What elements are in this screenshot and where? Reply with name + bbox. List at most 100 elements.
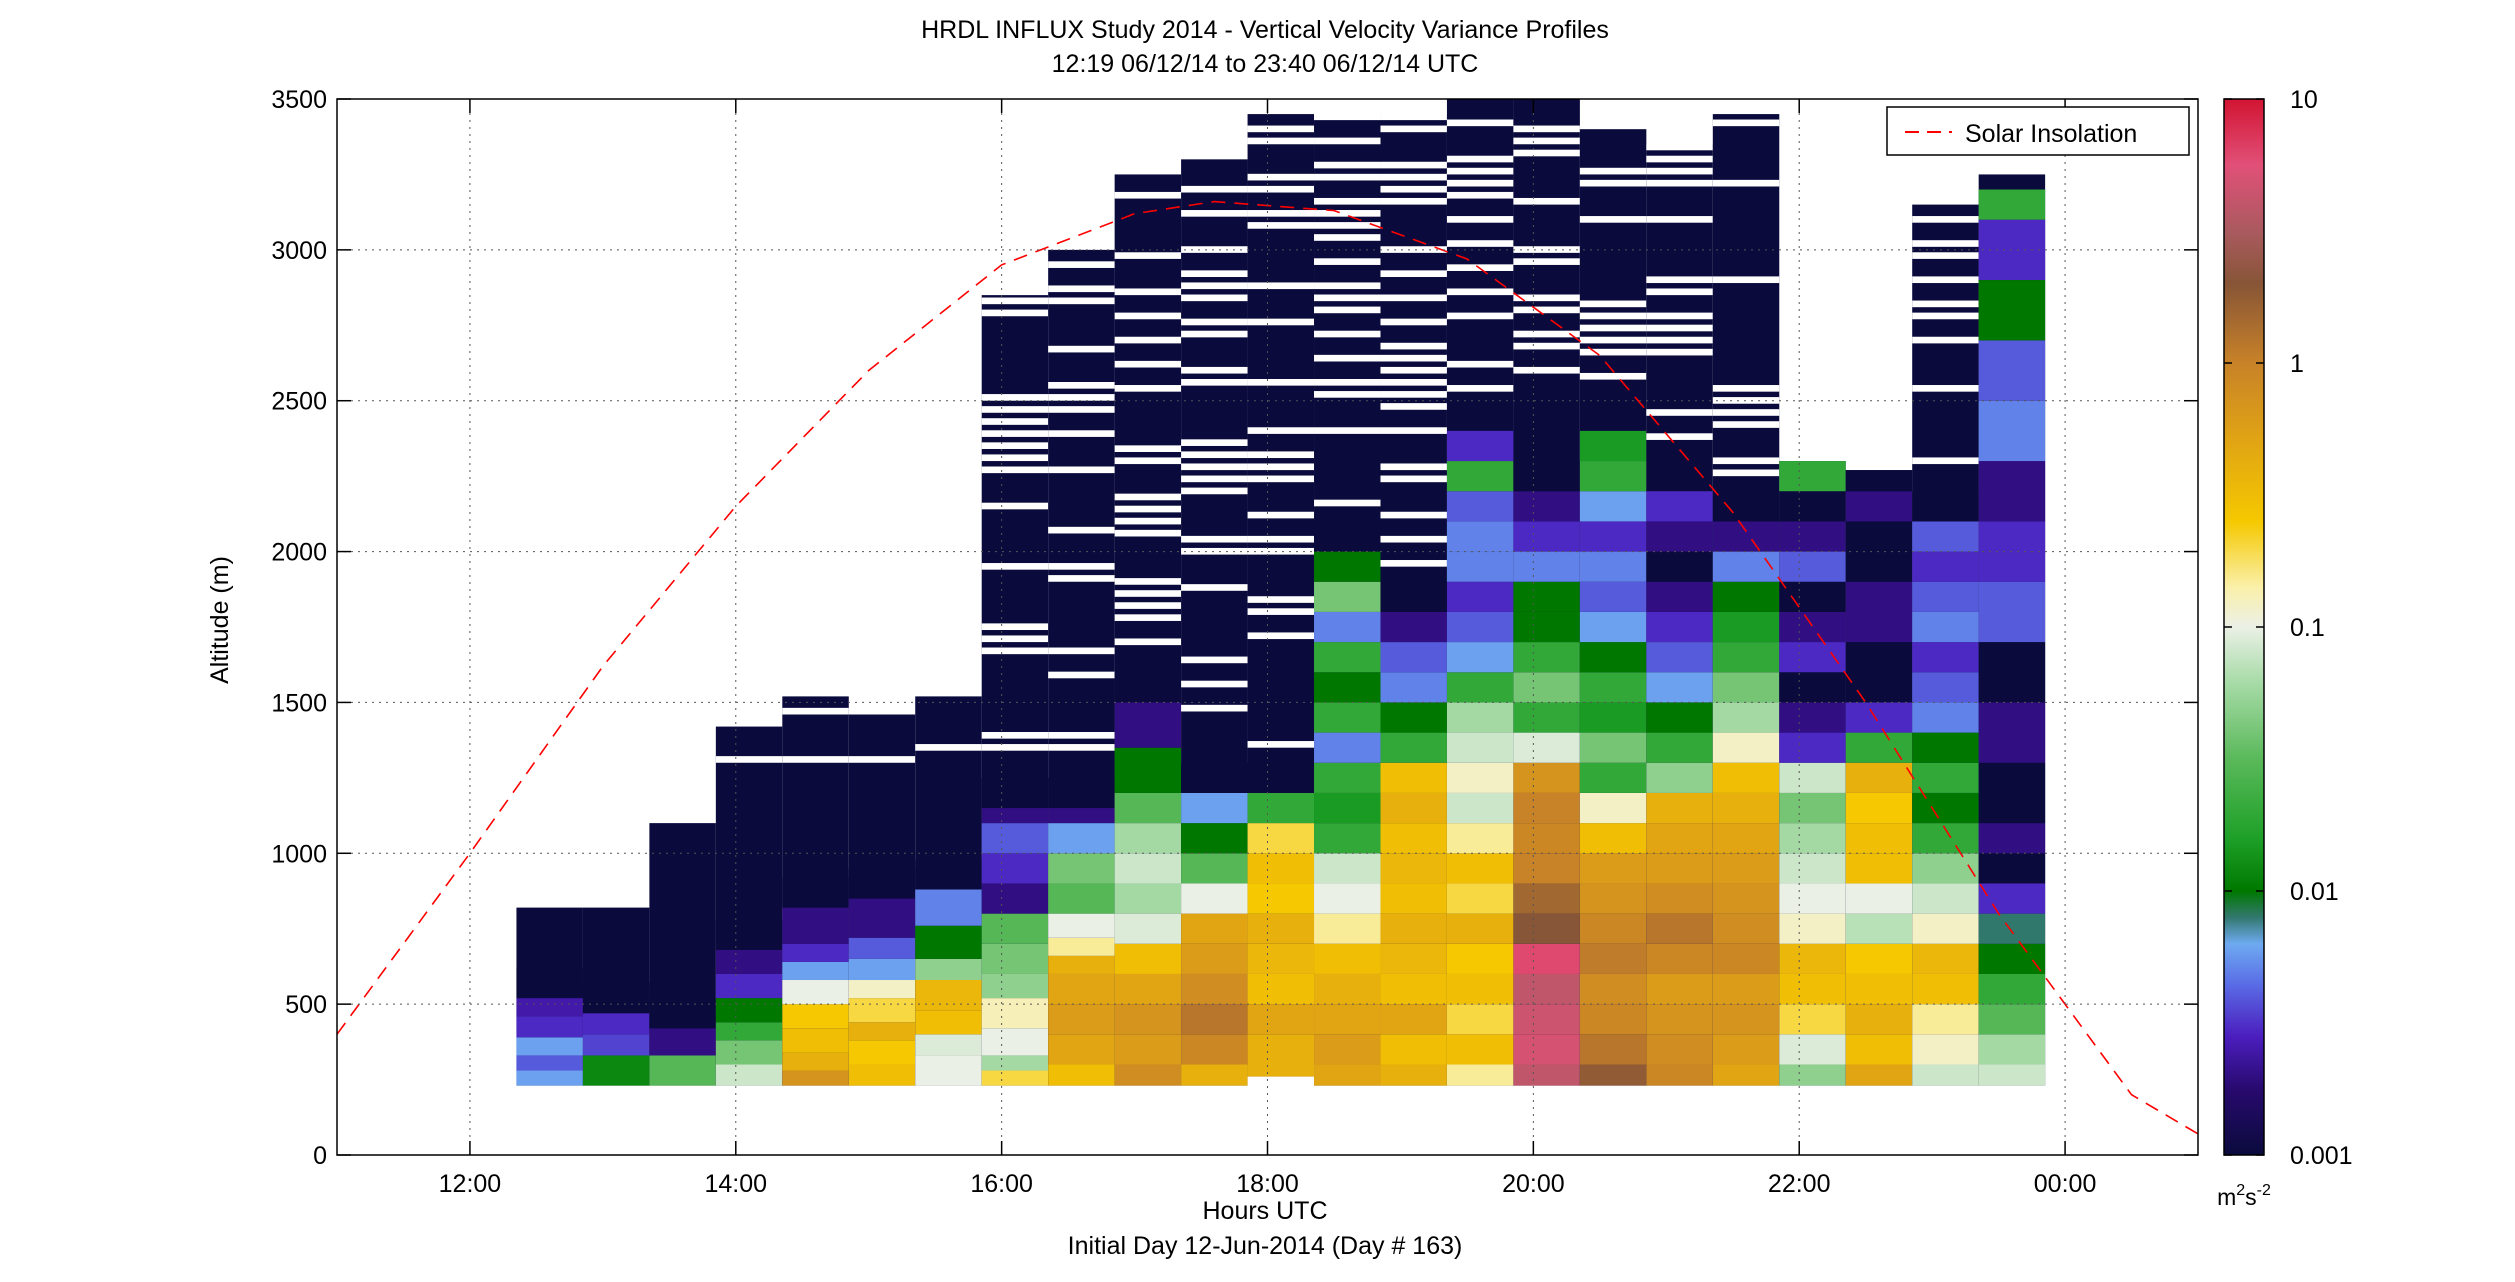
- missing-cell: [1048, 406, 1115, 413]
- profile-cell: [1181, 883, 1248, 914]
- missing-cell: [1446, 167, 1514, 175]
- missing-cell: [1579, 167, 1647, 175]
- profile-cell: [1978, 762, 2046, 824]
- missing-cell: [1314, 427, 1381, 434]
- profile-cell: [1712, 1064, 1780, 1086]
- missing-cell: [1247, 547, 1315, 555]
- profile-cell: [1513, 1004, 1580, 1035]
- missing-cell: [1048, 647, 1115, 655]
- profile-cell: [1845, 732, 1913, 763]
- profile-cell: [1446, 430, 1514, 462]
- missing-cell: [1048, 261, 1115, 268]
- missing-cell: [1181, 656, 1248, 664]
- missing-cell: [1513, 197, 1580, 205]
- legend: Solar Insolation: [1886, 106, 2190, 156]
- profile-cell: [1912, 642, 1979, 673]
- profile-cell: [915, 889, 982, 926]
- profile-cell: [1181, 1064, 1248, 1086]
- profile-column: [1912, 204, 1979, 1086]
- missing-cell: [981, 647, 1049, 655]
- missing-cell: [1114, 614, 1182, 621]
- y-tick-label: 2000: [271, 539, 327, 567]
- profile-cell: [1978, 702, 2046, 763]
- missing-cell: [1314, 354, 1381, 362]
- missing-cell: [1181, 451, 1248, 459]
- profile-cell: [1646, 732, 1713, 763]
- profile-cell: [981, 808, 1049, 824]
- profile-cell: [1845, 642, 1913, 703]
- y-tick-label: 3500: [271, 86, 327, 114]
- profile-cell: [1446, 973, 1514, 1005]
- missing-cell: [1247, 378, 1315, 386]
- profile-cell: [915, 958, 982, 981]
- profile-cell: [1513, 823, 1580, 854]
- missing-cell: [1513, 137, 1580, 145]
- profile-cell: [1712, 732, 1780, 763]
- missing-cell: [1314, 173, 1381, 181]
- missing-cell: [981, 418, 1049, 425]
- profile-cell: [915, 980, 982, 1011]
- missing-cell: [1446, 240, 1514, 247]
- missing-cell: [1579, 348, 1647, 356]
- profile-cell: [1779, 823, 1846, 854]
- missing-cell: [981, 394, 1049, 401]
- profile-cell: [1048, 955, 1115, 974]
- profile-cell: [1048, 1034, 1115, 1065]
- profile-cell: [1845, 581, 1913, 643]
- profile-cell: [1712, 1004, 1780, 1035]
- profile-column: [1048, 249, 1115, 1086]
- profile-cell: [1646, 943, 1713, 974]
- profile-cell: [1712, 973, 1780, 1005]
- profile-cell: [1513, 672, 1580, 703]
- missing-cell: [1712, 385, 1780, 392]
- missing-cell: [1579, 179, 1647, 187]
- profile-cell: [848, 937, 916, 959]
- profile-cell: [848, 998, 916, 1023]
- profile-cell: [981, 823, 1049, 854]
- profile-cell: [1114, 1004, 1182, 1035]
- missing-cell: [848, 756, 916, 763]
- profile-cell: [1380, 943, 1447, 974]
- profile-cell: [1513, 853, 1580, 884]
- profile-cell: [1845, 762, 1913, 793]
- missing-cell: [1380, 391, 1447, 398]
- y-tick-label: 2500: [271, 388, 327, 416]
- profile-cell: [782, 961, 849, 981]
- profile-cell: [848, 980, 916, 999]
- profile-column: [1114, 174, 1182, 1086]
- profile-cell: [915, 925, 982, 959]
- missing-cell: [1114, 493, 1182, 501]
- profile-cell: [1912, 1064, 1979, 1086]
- profile-cell: [1114, 1034, 1182, 1065]
- missing-cell: [1247, 427, 1315, 434]
- missing-cell: [1912, 276, 1979, 284]
- missing-cell: [1048, 297, 1115, 305]
- missing-cell: [1247, 451, 1315, 459]
- plot-area: [516, 99, 2046, 1086]
- profile-cell: [1181, 943, 1248, 974]
- profile-cell: [1845, 883, 1913, 914]
- profile-cell: [1247, 1034, 1315, 1077]
- missing-cell: [1247, 475, 1315, 483]
- profile-cell: [649, 998, 716, 1029]
- colorbar-tick-label: 1: [2290, 350, 2304, 378]
- profile-cell: [1048, 823, 1115, 854]
- profile-cell: [782, 980, 849, 1005]
- missing-cell: [1380, 427, 1447, 434]
- profile-cell: [1446, 642, 1514, 673]
- profile-cell: [1446, 853, 1514, 884]
- profile-cell: [1380, 642, 1447, 673]
- profile-cell: [1779, 732, 1846, 763]
- profile-column: [1446, 99, 1514, 1086]
- profile-cell: [516, 967, 583, 999]
- profile-cell: [1446, 461, 1514, 492]
- x-axis-sublabel: Initial Day 12-Jun-2014 (Day # 163): [1068, 1232, 1463, 1260]
- missing-cell: [1247, 741, 1315, 748]
- profile-cell: [1446, 943, 1514, 974]
- profile-cell: [981, 777, 1049, 809]
- profile-cell: [516, 1070, 583, 1086]
- missing-cell: [1181, 210, 1248, 217]
- missing-cell: [1912, 216, 1979, 223]
- profile-cell: [1314, 823, 1381, 854]
- profile-cell: [1247, 883, 1315, 914]
